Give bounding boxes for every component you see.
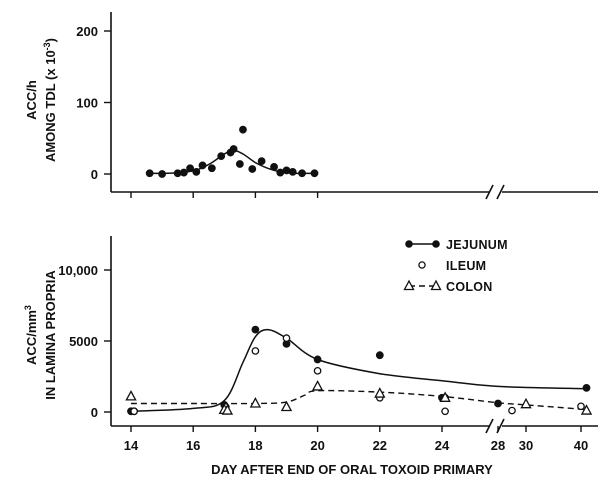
top-y-tick-label: 100: [76, 96, 98, 111]
bottom-ileum-point: [577, 402, 585, 411]
bottom-colon-point: [580, 404, 593, 415]
legend-jejunum-label: JEJUNUM: [446, 238, 508, 252]
top-y-axis-title-line-2: AMONG TDL (x 10-3): [42, 38, 58, 162]
top-x-ticks: [130, 192, 319, 198]
top-y-axis-title-line-1: ACC/h: [24, 80, 39, 120]
bottom-x-tick-label: 24: [435, 438, 450, 453]
legend-colon-label: COLON: [446, 280, 493, 294]
top-chart-panel: 0 100 200 ACC/h AMONG TDL (x 10-3): [24, 12, 598, 200]
bottom-x-tick-label: 30: [519, 438, 533, 453]
bottom-y-tick-label: 5000: [69, 334, 98, 349]
bottom-y-axis-title-line-1-exponent: 3: [23, 305, 33, 310]
top-series-point: [270, 162, 278, 171]
legend-colon-marker: [430, 279, 442, 291]
bottom-points: [125, 325, 593, 416]
bottom-jejunum-fit-curve: [130, 328, 590, 413]
bottom-x-tick-label: 22: [373, 438, 387, 453]
top-series-point: [145, 169, 154, 178]
legend-ileum-marker: [418, 261, 426, 269]
bottom-axis-break-mark: [485, 418, 505, 434]
top-y-tick-label: 200: [76, 24, 98, 39]
top-series-point: [179, 168, 188, 177]
legend-jejunum-marker: [405, 240, 413, 248]
top-series-point: [158, 170, 167, 178]
legend: JEJUNUM ILEUM COLON: [403, 238, 508, 294]
bottom-colon-point: [311, 380, 324, 391]
legend-ileum-label: ILEUM: [446, 259, 486, 273]
legend-colon-marker: [403, 279, 415, 291]
top-series-point: [192, 167, 201, 176]
bottom-y-axis-title-line-1-base: ACC/mm: [24, 310, 39, 365]
bottom-jejunum-point: [582, 383, 591, 392]
bottom-y-tick-label: 0: [91, 405, 98, 420]
top-axis-break-mark: [485, 184, 505, 200]
bottom-colon-point: [374, 387, 386, 398]
top-series-point: [207, 164, 216, 173]
bottom-ileum-point: [508, 406, 516, 415]
bottom-colon-point: [221, 404, 234, 415]
bottom-ileum-point: [282, 334, 291, 343]
bottom-colon-point: [249, 397, 262, 408]
top-series-point: [288, 167, 297, 176]
bottom-x-tick-label: 28: [491, 438, 505, 453]
top-y-axis-title-line-2-exponent: -3: [42, 42, 52, 50]
top-series-point: [239, 125, 247, 134]
bottom-y-axis-title-line-1: ACC/mm3: [23, 305, 39, 365]
bottom-x-ticks: 14 16 18 20 22 24 28 30 40: [124, 426, 588, 453]
bottom-x-tick-label: 40: [574, 438, 588, 453]
legend-jejunum-marker: [432, 240, 440, 248]
top-series-point: [173, 169, 182, 178]
bottom-jejunum-point: [375, 351, 384, 360]
top-y-ticks: 0 100 200: [76, 24, 111, 182]
top-y-axis-title-line-2-end: ): [43, 38, 58, 42]
bottom-colon-point: [125, 390, 137, 401]
bottom-x-tick-label: 14: [124, 438, 139, 453]
top-series-point: [282, 166, 291, 175]
top-y-axis-title-line-2-base: AMONG TDL (x 10: [43, 50, 58, 162]
top-y-tick-label: 0: [91, 167, 98, 182]
bottom-x-tick-label: 18: [248, 438, 262, 453]
bottom-jejunum-point: [251, 325, 260, 334]
bottom-colon-point: [280, 400, 293, 412]
bottom-x-tick-label: 20: [310, 438, 324, 453]
bottom-y-axis-title-line-2: IN LAMINA PROPRIA: [43, 270, 58, 400]
bottom-ileum-point: [313, 366, 322, 375]
top-series-point: [248, 165, 257, 173]
top-series-point: [310, 169, 319, 178]
bottom-curves: [130, 328, 590, 413]
bottom-jejunum-point: [313, 355, 322, 364]
bottom-colon-point: [439, 391, 451, 402]
bottom-y-ticks: 0 5000 10,000: [58, 263, 111, 420]
bottom-ileum-point: [251, 347, 260, 355]
bottom-jejunum-point: [494, 399, 502, 408]
bottom-x-axis-title: DAY AFTER END OF ORAL TOXOID PRIMARY: [211, 462, 493, 477]
bottom-colon-point: [520, 397, 532, 409]
bottom-x-tick-label: 16: [186, 438, 200, 453]
bottom-ileum-point: [130, 407, 138, 416]
top-series-point: [198, 161, 207, 170]
top-series-point: [229, 145, 238, 153]
top-series-point: [257, 157, 266, 166]
top-series-point: [217, 152, 226, 161]
bottom-chart-panel: 0 5000 10,000 14 16 18 20 22 24 28 30 40 ACC/mm3 I…: [23, 236, 598, 477]
top-series-point: [235, 160, 244, 168]
bottom-ileum-point: [441, 407, 449, 416]
top-series-point: [186, 164, 194, 173]
top-points: [145, 125, 319, 178]
top-series-point: [298, 169, 306, 178]
bottom-y-tick-label: 10,000: [58, 263, 98, 278]
